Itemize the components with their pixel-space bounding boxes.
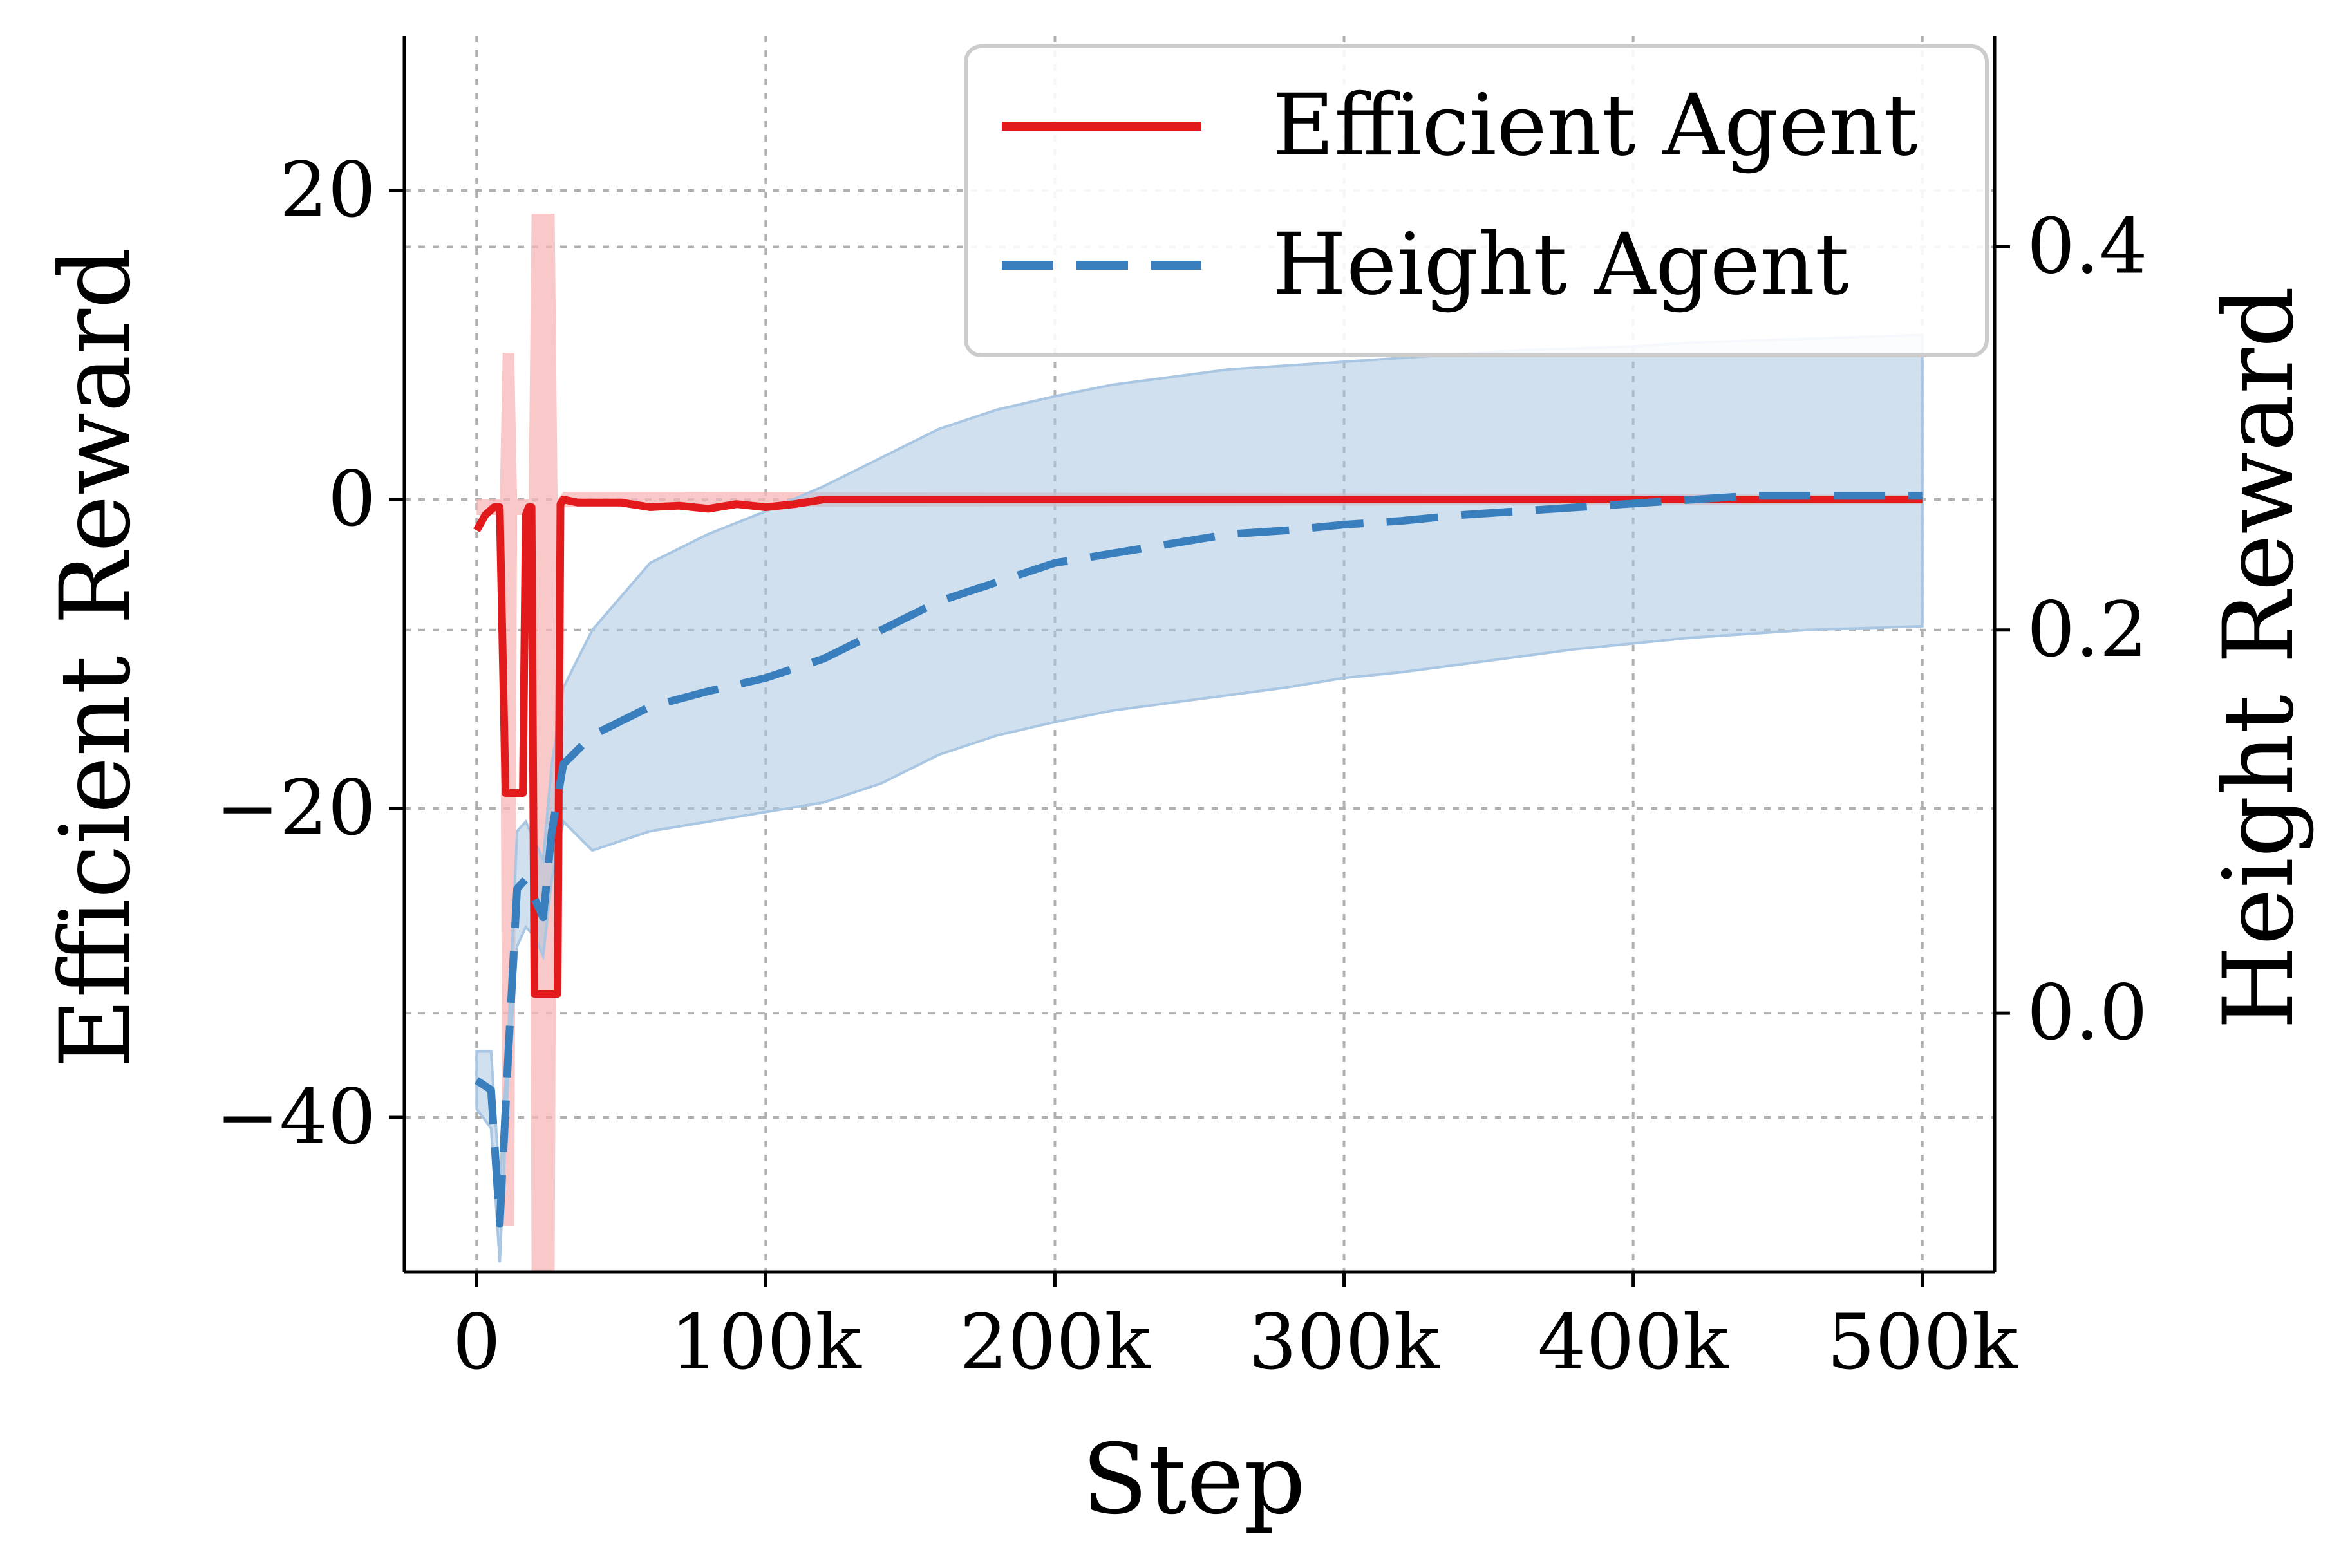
- left-y-axis-label: Efficient Reward: [40, 247, 152, 1069]
- x-tick-label-1: 100k: [670, 1298, 862, 1386]
- x-tick-label-2: 200k: [959, 1298, 1151, 1386]
- y-right-tick-label-1: 0.2: [2027, 585, 2148, 674]
- y-right-tick-label-2: 0.0: [2027, 968, 2148, 1057]
- x-tick-label-0: 0: [453, 1298, 501, 1386]
- y-left-tick-label-3: −40: [216, 1072, 376, 1161]
- series-lines: [473, 492, 1923, 1228]
- tick-labels: 0 100k 200k 300k 400k 500k 20 0 −20 −40 0.4 0.2 0.0: [216, 145, 2148, 1386]
- x-tick-label-3: 300k: [1248, 1298, 1440, 1386]
- confidence-bands: [475, 214, 1924, 1272]
- y-left-tick-label-2: −20: [216, 763, 376, 852]
- legend: Efficient Agent Height Agent: [964, 44, 1989, 357]
- legend-label-efficient: Efficient Agent: [1272, 76, 1918, 175]
- x-tick-label-5: 500k: [1827, 1298, 2018, 1386]
- height-agent-line: [474, 492, 1923, 1228]
- axes: [389, 36, 2010, 1287]
- x-axis-label: Step: [1082, 1424, 1306, 1536]
- y-left-tick-label-0: 20: [279, 145, 376, 234]
- y-left-tick-label-1: 0: [328, 454, 376, 543]
- x-tick-label-4: 400k: [1537, 1298, 1729, 1386]
- legend-box: [964, 44, 1989, 357]
- efficient-agent-line: [473, 496, 1923, 998]
- right-y-axis-label: Height Reward: [2203, 286, 2315, 1029]
- y-right-tick-label-0: 0.4: [2027, 201, 2148, 290]
- legend-label-height: Height Agent: [1272, 215, 1849, 314]
- height-agent-band: [475, 333, 1924, 1263]
